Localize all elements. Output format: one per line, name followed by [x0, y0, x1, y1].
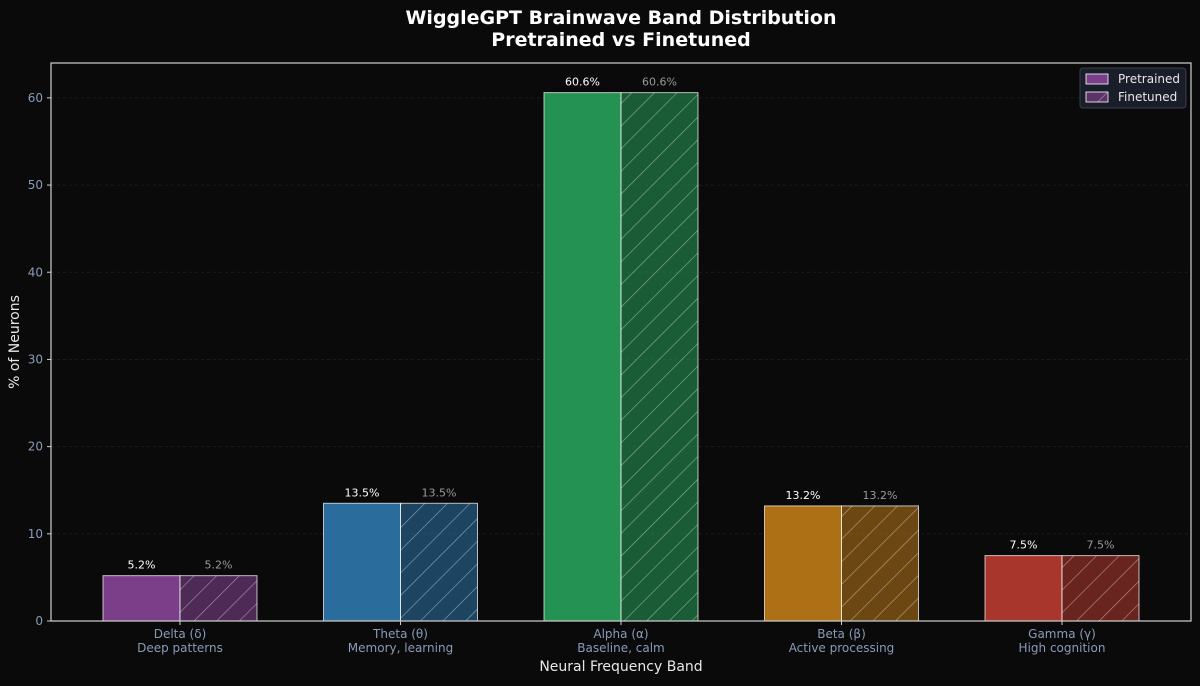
bar-hatch	[180, 575, 257, 621]
y-tick-label: 50	[28, 178, 43, 192]
chart-subtitle: Pretrained vs Finetuned	[491, 29, 750, 51]
bar-hatch	[621, 92, 698, 622]
bar-value-label: 13.2%	[863, 489, 898, 502]
bar-value-label: 60.6%	[565, 76, 600, 89]
y-tick-label: 40	[28, 265, 43, 279]
y-tick-label: 0	[35, 614, 43, 628]
bar-value-label: 60.6%	[642, 76, 677, 89]
legend-swatch-finetuned-hatch	[1086, 92, 1108, 102]
legend-label-pretrained: Pretrained	[1118, 72, 1180, 86]
bar-pretrained	[323, 502, 401, 622]
legend: Pretrained Finetuned	[1079, 67, 1187, 109]
bar-value-label: 7.5%	[1087, 539, 1115, 552]
x-tick-label: Beta (β)	[817, 627, 866, 641]
x-tick-label: Delta (δ)	[154, 627, 207, 641]
legend-swatch-pretrained	[1085, 73, 1109, 85]
y-tick-label: 60	[28, 91, 43, 105]
chart-title: WiggleGPT Brainwave Band Distribution	[405, 7, 836, 29]
x-tick-description: Baseline, calm	[577, 641, 664, 655]
bar-value-label: 5.2%	[205, 559, 233, 572]
bar-value-label: 13.2%	[786, 489, 821, 502]
x-tick-description: High cognition	[1019, 641, 1106, 655]
y-tick-label: 20	[28, 440, 43, 454]
bar-value-label: 13.5%	[345, 486, 380, 499]
y-tick-label: 10	[28, 527, 43, 541]
bar-hatch	[400, 503, 478, 621]
bar-hatch	[1062, 555, 1139, 621]
legend-label-finetuned: Finetuned	[1118, 90, 1177, 104]
x-tick-description: Memory, learning	[348, 641, 453, 655]
y-axis-label: % of Neurons	[7, 295, 23, 389]
bar-pretrained	[984, 555, 1063, 622]
bar-pretrained	[102, 575, 181, 622]
x-tick-description: Deep patterns	[137, 641, 223, 655]
x-axis-label: Neural Frequency Band	[539, 659, 702, 675]
y-tick-label: 30	[28, 352, 43, 366]
bar-value-label: 13.5%	[422, 486, 457, 499]
y-axis: 0 10 20 30 40 50 60	[28, 91, 51, 628]
bar-value-label: 7.5%	[1010, 539, 1038, 552]
bar-pretrained	[543, 92, 622, 622]
bar-hatch	[841, 505, 919, 621]
x-axis: Delta (δ)Deep patterns Theta (θ)Memory, l…	[137, 621, 1105, 655]
x-tick-label: Gamma (γ)	[1028, 627, 1096, 641]
bar-pretrained	[764, 505, 842, 622]
x-tick-label: Theta (θ)	[372, 627, 428, 641]
x-tick-description: Active processing	[789, 641, 895, 655]
bar-value-label: 5.2%	[128, 559, 156, 572]
x-tick-label: Alpha (α)	[593, 627, 648, 641]
bars: 5.2% 5.2% 13.5% 13.5% 60.6% 60.6% 13.2% 13.2% 7.…	[102, 76, 1140, 622]
